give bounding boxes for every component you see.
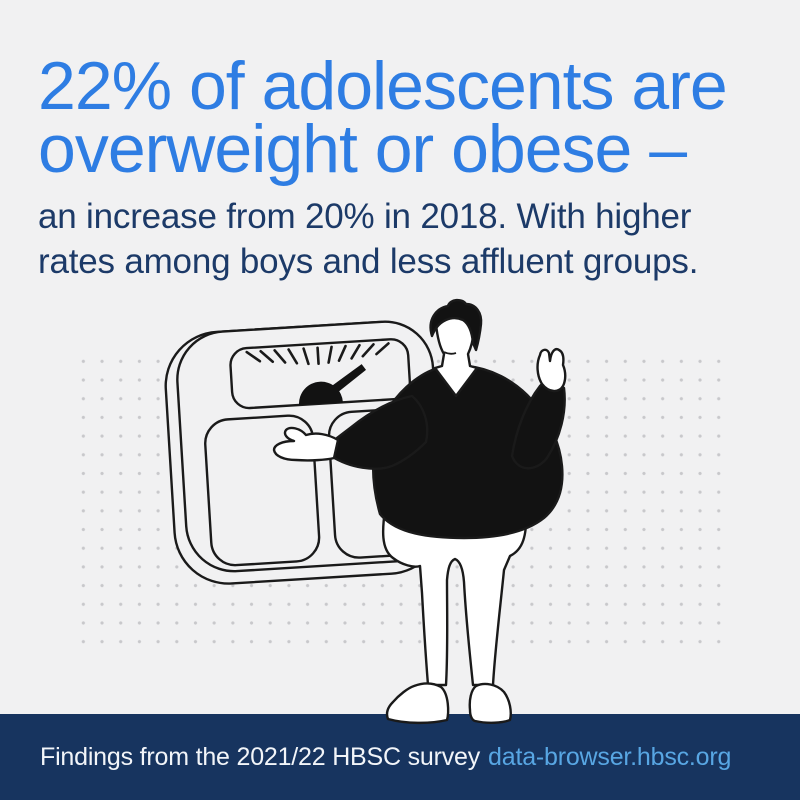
person-right-shoe bbox=[468, 682, 512, 724]
person-left-shoe bbox=[385, 682, 450, 725]
person-left-hand bbox=[272, 426, 340, 462]
person-right-arm bbox=[510, 378, 566, 470]
footer-link[interactable]: data-browser.hbsc.org bbox=[488, 742, 732, 771]
person-left-arm bbox=[329, 394, 429, 470]
footer-caption: Findings from the 2021/22 HBSC survey da… bbox=[40, 743, 731, 772]
person bbox=[272, 298, 567, 725]
subheadline: an increase from 20% in 2018. With highe… bbox=[38, 197, 699, 281]
person-hair bbox=[429, 298, 483, 352]
footer-text: Findings from the 2021/22 HBSC survey bbox=[40, 742, 481, 771]
dial-needle bbox=[324, 364, 367, 399]
person-right-hand bbox=[536, 347, 567, 393]
dial-tick-marks bbox=[245, 342, 390, 366]
headline: 22% of adolescents are overweight or obe… bbox=[38, 48, 728, 187]
footer-bar: Findings from the 2021/22 HBSC survey da… bbox=[0, 714, 800, 800]
person-jaw-line bbox=[443, 351, 457, 355]
person-weighing-scale-illustration bbox=[164, 298, 567, 725]
